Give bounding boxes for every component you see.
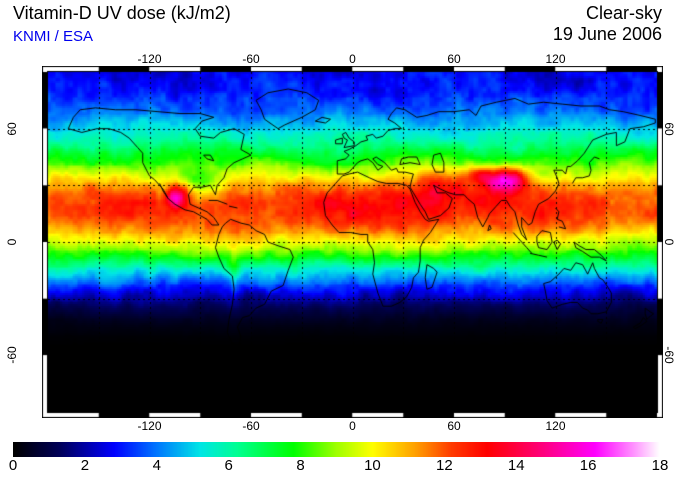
lon-tick-label: 60 [447, 419, 461, 433]
lon-tick-label: 0 [349, 52, 356, 66]
colorbar-tick-label: 16 [579, 457, 597, 474]
credit-label: KNMI / ESA [13, 28, 94, 45]
colorbar-tick-label: 4 [152, 457, 161, 474]
date-label: 19 June 2006 [552, 24, 662, 44]
colorbar-tick-label: 6 [224, 457, 233, 474]
colorbar-tick-label: 0 [8, 457, 18, 474]
chart-title: Vitamin-D UV dose (kJ/m2) [13, 3, 231, 23]
lon-tick-label: -60 [242, 52, 260, 66]
colorbar-tick-label: 14 [507, 457, 525, 474]
colorbar-canvas [13, 442, 660, 457]
condition-label: Clear-sky [585, 3, 662, 23]
lat-tick-label: 60 [5, 121, 19, 136]
lon-tick-label: 120 [545, 419, 566, 433]
lon-tick-label: 120 [545, 52, 566, 66]
lon-tick-label: -120 [137, 52, 162, 66]
lon-tick-label: 60 [447, 52, 461, 66]
colorbar-tick-label: 18 [651, 457, 669, 474]
lat-tick-label: 0 [5, 238, 19, 246]
lat-tick-label: 0 [662, 238, 676, 246]
lat-tick-label: 60 [662, 121, 676, 136]
lon-tick-label: -60 [242, 419, 260, 433]
colorbar-tick-label: 8 [296, 457, 305, 474]
lat-tick-label: -60 [5, 346, 19, 364]
lon-tick-label: 0 [349, 419, 356, 433]
colorbar-tick-label: 10 [364, 457, 381, 474]
lon-tick-label: -120 [137, 419, 162, 433]
lat-tick-label: -60 [662, 346, 676, 364]
colorbar-tick-label: 2 [80, 457, 90, 474]
colorbar-tick-label: 12 [435, 457, 453, 474]
world-uv-map-canvas [42, 66, 663, 418]
